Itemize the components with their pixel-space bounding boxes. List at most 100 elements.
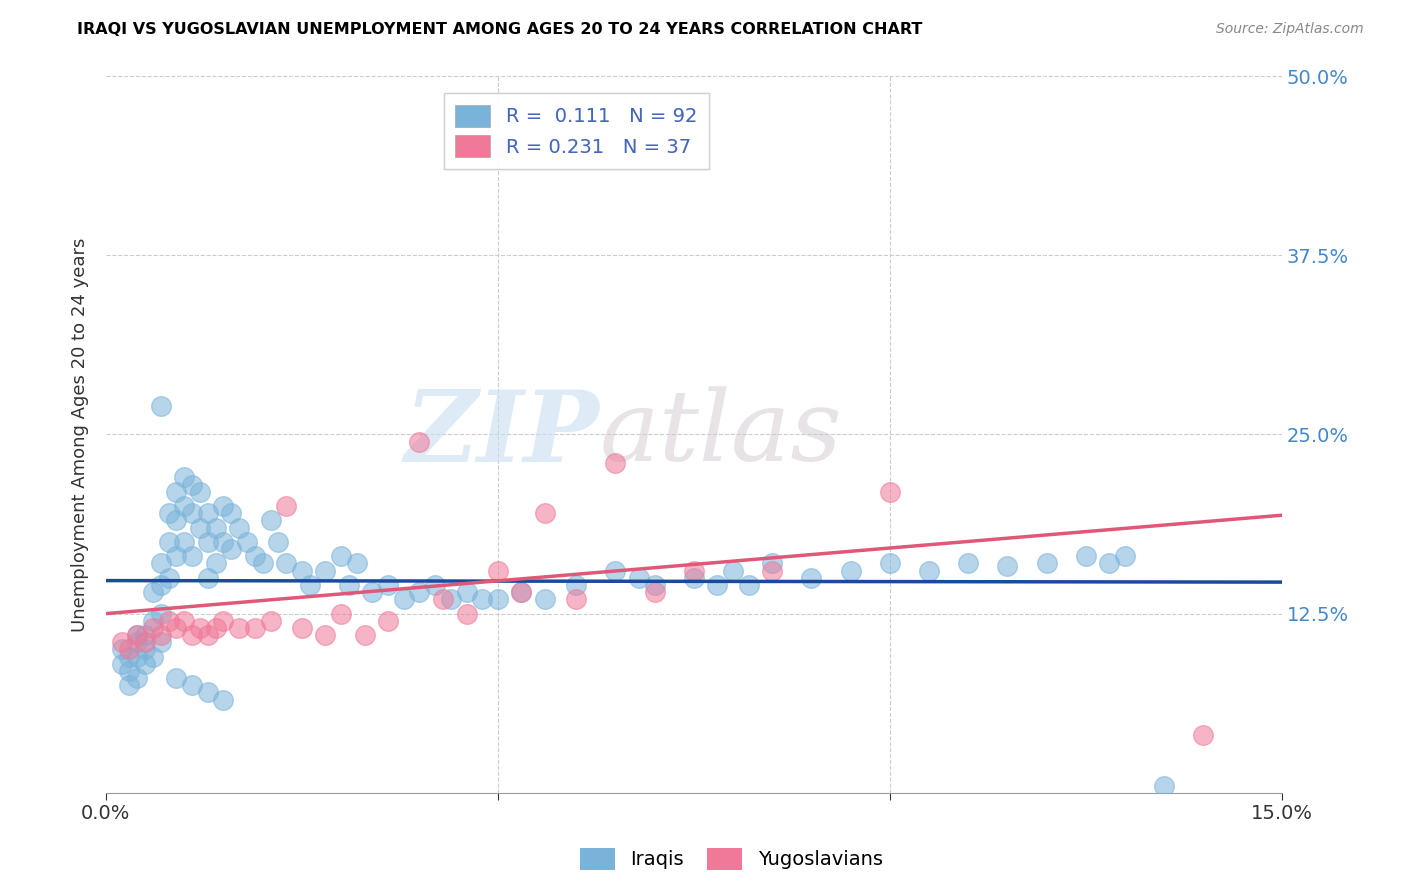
Point (134, 657, 156, 671)
Point (212, 499, 235, 513)
Point (761, 557, 783, 571)
Point (157, 571, 180, 585)
Point (408, 585, 430, 599)
Point (149, 635, 172, 649)
Point (188, 484, 211, 499)
Point (134, 628, 156, 642)
Point (127, 635, 149, 649)
Legend: R =  0.111   N = 92, R = 0.231   N = 37: R = 0.111 N = 92, R = 0.231 N = 37 (444, 93, 709, 169)
Point (471, 592, 494, 607)
Point (330, 549, 353, 564)
Point (425, 578, 447, 592)
Point (173, 470, 195, 484)
Point (361, 585, 384, 599)
Point (738, 578, 761, 592)
Point (212, 614, 235, 628)
Point (721, 564, 744, 578)
Point (118, 642, 141, 657)
Point (127, 671, 149, 685)
Point (197, 685, 219, 699)
Point (683, 571, 706, 585)
Point (1035, 557, 1057, 571)
Point (188, 621, 211, 635)
Text: atlas: atlas (600, 387, 842, 482)
Point (565, 592, 588, 607)
Point (173, 534, 195, 549)
Point (534, 592, 557, 607)
Point (252, 557, 274, 571)
Point (259, 614, 281, 628)
Point (134, 635, 156, 649)
Point (149, 399, 172, 413)
Point (456, 585, 478, 599)
Point (392, 592, 415, 607)
Point (314, 564, 336, 578)
Point (166, 513, 188, 527)
Point (683, 564, 706, 578)
Point (149, 628, 172, 642)
Point (149, 607, 172, 621)
Point (957, 557, 980, 571)
Point (377, 578, 399, 592)
Point (644, 585, 666, 599)
Point (918, 564, 941, 578)
Point (166, 621, 188, 635)
Point (110, 657, 132, 671)
Point (157, 506, 180, 520)
Point (879, 557, 901, 571)
Point (605, 456, 627, 470)
Point (142, 585, 165, 599)
Point (1114, 549, 1136, 564)
Point (166, 549, 188, 564)
Point (346, 557, 368, 571)
Point (204, 520, 226, 534)
Y-axis label: Unemployment Among Ages 20 to 24 years: Unemployment Among Ages 20 to 24 years (72, 237, 89, 632)
Text: ZIP: ZIP (405, 386, 600, 483)
Point (243, 621, 266, 635)
Point (181, 628, 204, 642)
Point (118, 664, 141, 678)
Point (142, 614, 165, 628)
Point (127, 628, 149, 642)
Point (173, 499, 195, 513)
Point (228, 520, 250, 534)
Point (330, 607, 353, 621)
Point (197, 506, 219, 520)
Point (142, 621, 165, 635)
Point (440, 592, 463, 607)
Point (181, 477, 204, 491)
Point (605, 564, 627, 578)
Point (291, 564, 314, 578)
Point (221, 506, 243, 520)
Point (166, 484, 188, 499)
Text: IRAQI VS YUGOSLAVIAN UNEMPLOYMENT AMONG AGES 20 TO 24 YEARS CORRELATION CHART: IRAQI VS YUGOSLAVIAN UNEMPLOYMENT AMONG … (77, 22, 922, 37)
Point (456, 607, 478, 621)
Point (486, 592, 509, 607)
Point (377, 614, 399, 628)
Point (204, 557, 226, 571)
Point (1074, 549, 1097, 564)
Point (118, 678, 141, 692)
Point (212, 692, 235, 706)
Point (276, 557, 298, 571)
Point (353, 628, 375, 642)
Point (110, 642, 132, 657)
Text: Source: ZipAtlas.com: Source: ZipAtlas.com (1216, 22, 1364, 37)
Point (127, 628, 149, 642)
Point (157, 534, 180, 549)
Point (565, 578, 588, 592)
Point (204, 621, 226, 635)
Point (188, 520, 211, 534)
Point (181, 506, 204, 520)
Point (800, 571, 823, 585)
Point (212, 534, 235, 549)
Point (149, 578, 172, 592)
Legend: Iraqis, Yugoslavians: Iraqis, Yugoslavians (572, 839, 890, 878)
Point (1153, 779, 1175, 793)
Point (127, 649, 149, 664)
Point (236, 534, 259, 549)
Point (1098, 557, 1121, 571)
Point (149, 557, 172, 571)
Point (259, 513, 281, 527)
Point (181, 678, 204, 692)
